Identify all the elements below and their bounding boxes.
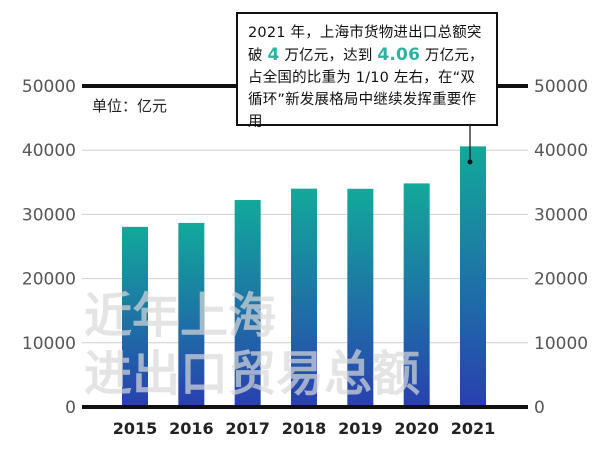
annotation-text-3: 万亿元，占全国的比重为 1/10 左右，在“双循环”新发展格局中继续发挥重要作用	[248, 48, 484, 130]
x-tick-label: 2020	[394, 419, 439, 438]
annotation-highlight-1: 4	[267, 45, 280, 65]
x-tick-label: 2017	[225, 419, 270, 438]
x-tick-label: 2019	[338, 419, 383, 438]
watermark-line: 近年上海	[84, 288, 276, 344]
y-tick-label-left: 0	[65, 398, 76, 418]
bar-2017	[234, 200, 261, 407]
bar-2021	[460, 146, 486, 407]
y-tick-label-left: 40000	[22, 141, 76, 161]
bar-2019	[347, 188, 374, 407]
y-tick-label-left: 20000	[22, 270, 76, 290]
y-tick-label-right: 0	[534, 398, 545, 418]
watermark-line: 进出口贸易总额	[84, 346, 420, 402]
x-tick-labels: 2015 2016 2017 2018 2019 2020 2021	[113, 419, 496, 438]
y-tick-label-left: 30000	[22, 205, 76, 225]
annotation-highlight-2: 4.06	[377, 45, 421, 65]
y-tick-label-right: 10000	[534, 334, 588, 354]
x-tick-label: 2016	[169, 419, 214, 438]
annotation-text-1: 2021 年，上海市货物进出口总额突破	[248, 25, 482, 64]
bar-2016	[178, 222, 205, 407]
y-tick-label-right: 30000	[534, 205, 588, 225]
y-tick-label-left: 50000	[22, 77, 76, 97]
y-tick-label-right: 40000	[534, 141, 588, 161]
bars	[122, 146, 486, 407]
y-tick-label-right: 20000	[534, 270, 588, 290]
x-tick-label: 2021	[451, 419, 496, 438]
y-ticks-right: 0 10000 20000 30000 40000 50000	[534, 77, 588, 418]
bar-2018	[291, 188, 317, 407]
bar-2020	[403, 183, 430, 407]
x-tick-label: 2015	[113, 419, 158, 438]
y-ticks-left: 0 10000 20000 30000 40000 50000	[22, 77, 76, 418]
bar-2015	[122, 226, 148, 407]
x-tick-label: 2018	[282, 419, 327, 438]
y-tick-label-right: 50000	[534, 77, 588, 97]
callout-pointer-dot	[467, 159, 473, 165]
unit-label: 单位：亿元	[92, 97, 167, 115]
annotation-text-2: 万亿元，达到	[279, 48, 378, 64]
annotation-callout: 2021 年，上海市货物进出口总额突破 4 万亿元，达到 4.06 万亿元，占全…	[236, 12, 498, 130]
y-tick-label-left: 10000	[22, 334, 76, 354]
